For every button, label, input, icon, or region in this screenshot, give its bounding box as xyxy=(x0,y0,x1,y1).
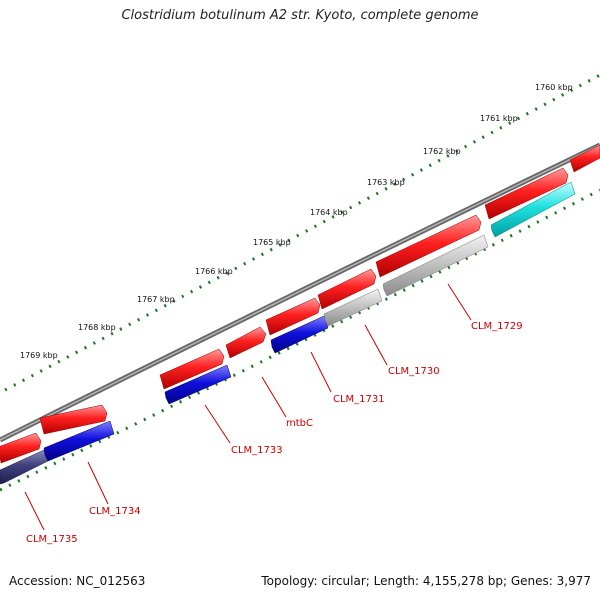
gene-label-clm-1731: CLM_1731 xyxy=(333,394,385,405)
topology-text: Topology: circular; Length: 4,155,278 bp… xyxy=(261,574,591,588)
scale-label-1762: 1762 kbp xyxy=(423,147,461,156)
gene-label-clm-1729: CLM_1729 xyxy=(471,321,523,332)
forward-cds[interactable] xyxy=(375,214,482,278)
gene-label-clm-1730: CLM_1730 xyxy=(388,366,440,377)
forward-cds[interactable] xyxy=(265,297,321,336)
scale-label-1769: 1769 kbp xyxy=(20,351,58,360)
gene-label-mtbc: mtbC xyxy=(286,418,313,429)
reverse-cds[interactable] xyxy=(270,315,329,354)
reverse-cds-track xyxy=(0,181,576,485)
reverse-cds[interactable] xyxy=(164,364,232,405)
scale-label-1763: 1763 kbp xyxy=(367,178,405,187)
forward-cds[interactable] xyxy=(39,404,108,435)
reverse-cds[interactable] xyxy=(490,181,576,238)
gene-label-clm-1734: CLM_1734 xyxy=(89,506,141,517)
reverse-cds[interactable] xyxy=(0,449,49,485)
scale-label-1768: 1768 kbp xyxy=(78,323,116,332)
scale-label-1765: 1765 kbp xyxy=(253,238,291,247)
forward-cds[interactable] xyxy=(317,268,377,310)
genome-title: Clostridium botulinum A2 str. Kyoto, com… xyxy=(121,8,479,23)
forward-cds-track xyxy=(0,144,600,464)
scale-label-1760: 1760 kbp xyxy=(535,83,573,92)
scale-label-1761: 1761 kbp xyxy=(480,114,518,123)
gene-label-clm-1735: CLM_1735 xyxy=(26,534,78,545)
scale-label-1764: 1764 kbp xyxy=(310,208,348,217)
scale-label-1766: 1766 kbp xyxy=(195,267,233,276)
accession-text: Accession: NC_012563 xyxy=(9,574,146,588)
gene-label-clm-1733: CLM_1733 xyxy=(231,445,283,456)
forward-cds[interactable] xyxy=(569,144,600,173)
reverse-cds[interactable] xyxy=(323,288,383,327)
forward-cds[interactable] xyxy=(484,167,569,220)
scale-label-1767: 1767 kbp xyxy=(137,295,175,304)
forward-cds[interactable] xyxy=(159,348,225,390)
forward-cds[interactable] xyxy=(0,432,42,464)
reverse-cds[interactable] xyxy=(382,234,489,297)
forward-cds[interactable] xyxy=(225,326,267,359)
reverse-cds[interactable] xyxy=(43,420,115,462)
label-connectors xyxy=(24,283,472,531)
